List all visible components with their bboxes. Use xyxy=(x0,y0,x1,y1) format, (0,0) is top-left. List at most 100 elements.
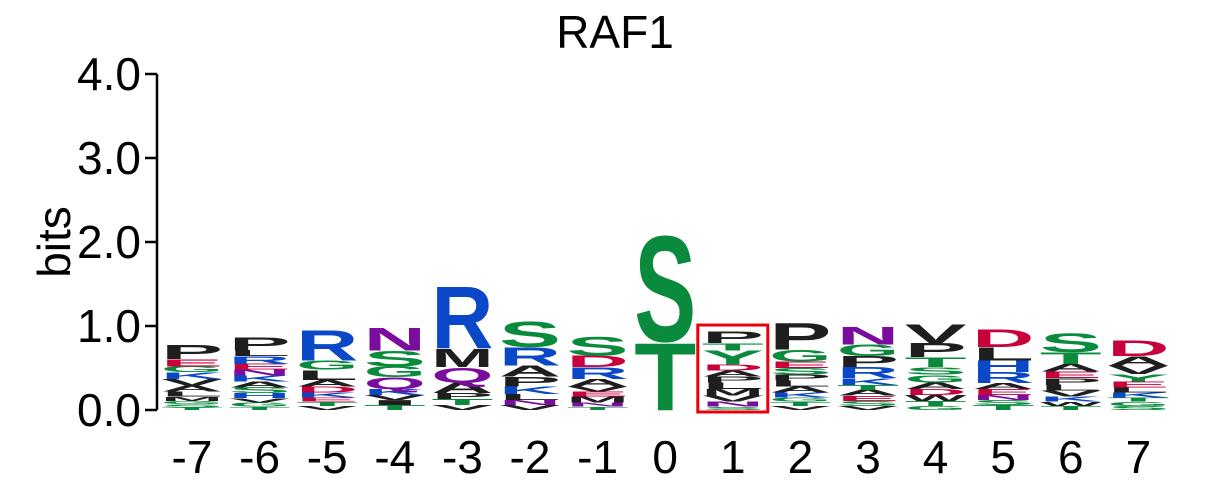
x-tick-label: 3 xyxy=(855,431,881,483)
logo-letter: S xyxy=(702,406,764,411)
logo-letter: G xyxy=(229,401,291,408)
logo-letter: K xyxy=(229,374,291,383)
logo-letter: Y xyxy=(702,347,764,369)
logo-letter: W xyxy=(1040,400,1102,407)
logo-letter: T xyxy=(431,398,493,407)
logo-letter: V xyxy=(296,405,358,412)
logo-letter: L xyxy=(229,349,291,358)
logo-letter: Q xyxy=(364,374,426,392)
logo-letter: I xyxy=(364,399,426,407)
logo-letter: N xyxy=(499,399,561,407)
logo-letter: K xyxy=(364,387,426,396)
logo-letter: P xyxy=(702,328,764,346)
logo-letter: A xyxy=(905,381,967,391)
logo-letter: T xyxy=(1040,405,1102,412)
y-tick-label: 3.0 xyxy=(77,132,141,184)
logo-letter: E xyxy=(769,359,831,370)
logo-letter: P xyxy=(905,339,967,361)
logo-letter: T xyxy=(634,322,696,430)
logo-letter: A xyxy=(769,385,831,394)
logo-letter: N xyxy=(229,368,291,377)
logo-letter: K xyxy=(1107,391,1169,399)
logo-letter: G xyxy=(837,342,899,360)
x-tick-label: 6 xyxy=(1058,431,1084,483)
logo-letter: V xyxy=(567,385,629,393)
x-tick-label: 2 xyxy=(788,431,814,483)
logo-letter: D xyxy=(296,385,358,394)
highlight-box-position xyxy=(696,323,770,414)
logo-letter: P xyxy=(769,373,831,382)
x-tick-label: -7 xyxy=(172,431,213,483)
logo-letter: T xyxy=(905,400,967,408)
logo-letter: E xyxy=(229,362,291,371)
logo-letter: T xyxy=(229,406,291,411)
x-tick-label: 4 xyxy=(923,431,949,483)
logo-letter: V xyxy=(364,394,426,402)
logo-letter: G xyxy=(296,358,358,372)
logo-letter: T xyxy=(1040,349,1102,367)
logo-letter: A xyxy=(499,363,561,380)
logo-letter: Y xyxy=(1107,372,1169,384)
logo-letter: K xyxy=(499,385,561,397)
x-tick-label: -4 xyxy=(374,431,415,483)
logo-letter: L xyxy=(769,379,831,388)
logo-letter: A xyxy=(702,369,764,378)
logo-letter: P xyxy=(161,341,223,363)
chart-title: RAF1 xyxy=(556,6,674,58)
logo-letter: S xyxy=(364,347,426,372)
logo-letter: T xyxy=(769,401,831,408)
logo-letter: R xyxy=(431,268,493,368)
logo-letter: T xyxy=(905,355,967,371)
logo-letter: A xyxy=(567,377,629,389)
logo-letter: N xyxy=(364,321,426,358)
logo-letter: S xyxy=(634,204,696,374)
logo-letter: V xyxy=(432,404,494,412)
logo-letter: A xyxy=(1040,362,1102,374)
logo-letter: S xyxy=(1107,405,1169,412)
logo-letter: T xyxy=(161,407,223,411)
logo-letter: V xyxy=(770,405,832,412)
logo-letter: N xyxy=(837,323,899,350)
y-tick-label: 4.0 xyxy=(77,48,141,100)
logo-letter: K xyxy=(837,376,899,386)
logo-letter: V xyxy=(499,404,561,412)
logo-letter: G xyxy=(905,405,967,412)
logo-letter: V xyxy=(1108,363,1170,376)
logo-letter: K xyxy=(161,370,223,380)
logo-letter: L xyxy=(702,381,764,391)
logo-letter: V xyxy=(229,397,291,404)
logo-letter: V xyxy=(837,405,899,412)
logo-letter: S xyxy=(837,399,899,407)
logo-letter: L xyxy=(161,390,223,398)
logo-letter: K xyxy=(1040,395,1102,403)
logo-letter: S xyxy=(229,386,291,395)
logo-letter: P xyxy=(1040,376,1102,387)
logo-letter: T xyxy=(1107,396,1169,403)
logo-letter: A xyxy=(972,382,1034,391)
logo-letter: A xyxy=(431,380,493,397)
logo-letter: R xyxy=(972,370,1034,387)
logo-letter: D xyxy=(702,363,764,372)
logo-letter: W xyxy=(905,393,967,402)
logo-letter: T xyxy=(972,404,1034,412)
logo-letter: A xyxy=(837,388,899,397)
logo-letter: K xyxy=(769,391,831,399)
logo-letter: E xyxy=(161,357,223,369)
logo-letter: V xyxy=(1040,389,1102,398)
logo-letter: G xyxy=(769,347,831,365)
logo-letter: D xyxy=(567,353,629,371)
logo-letter: S xyxy=(769,366,831,377)
letter-stacks: TSGMLAVKGEPTGVHSAKNERLPVTEKDALGRTIVKQGSN… xyxy=(161,204,1170,431)
logo-letter: P xyxy=(229,334,291,355)
